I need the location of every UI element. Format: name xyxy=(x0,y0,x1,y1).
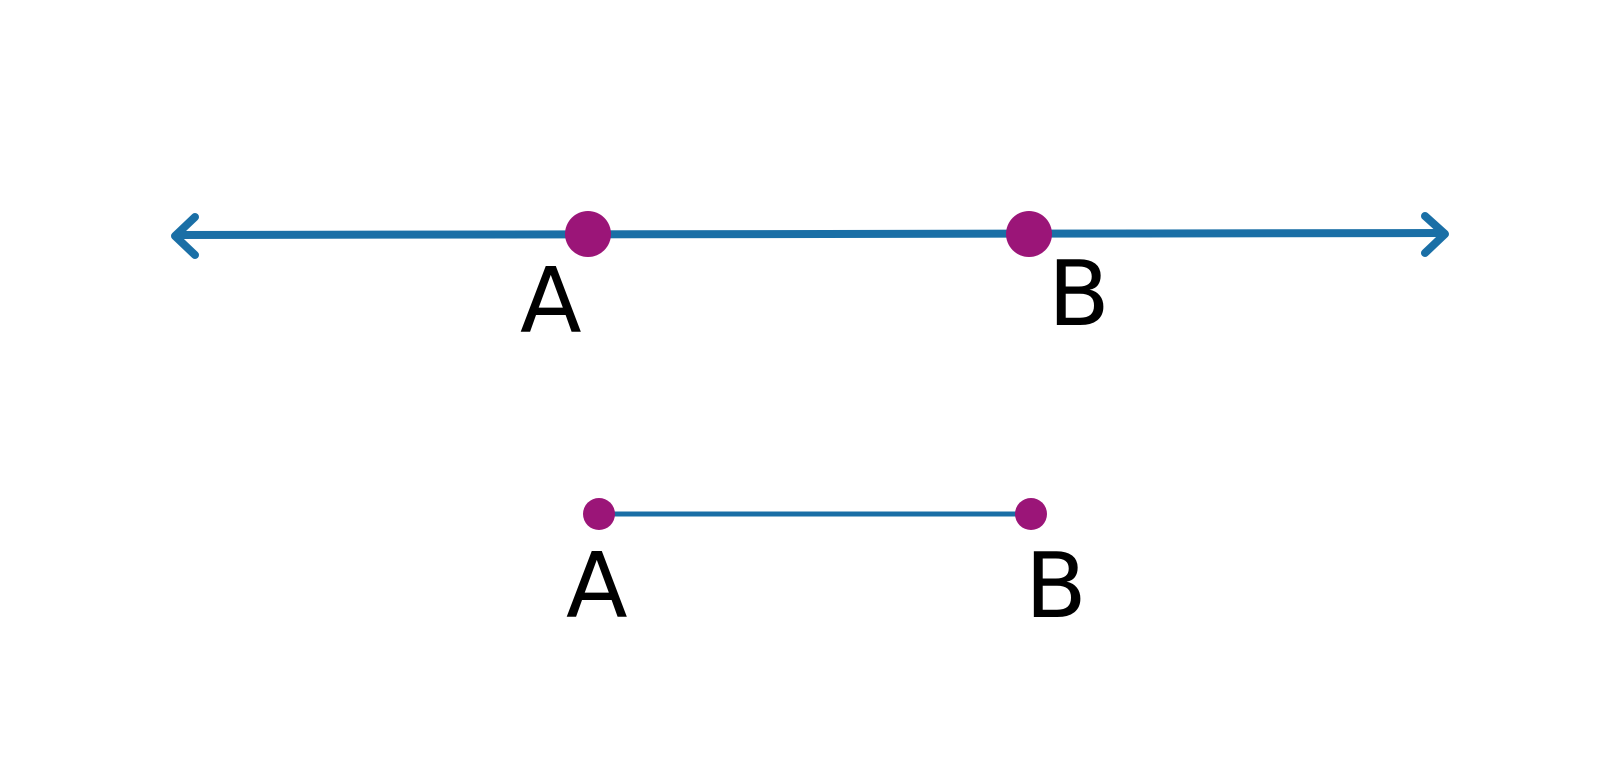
line-ab-left-arrowhead-icon xyxy=(171,213,199,259)
segment-point-a-label: A xyxy=(566,534,628,639)
segment-ab: A B xyxy=(566,498,1087,639)
line-ab-right-arrowhead-icon xyxy=(1421,212,1449,257)
line-point-b-label: B xyxy=(1048,242,1110,347)
line-ab-stroke xyxy=(174,229,1446,239)
segment-point-b-label: B xyxy=(1025,534,1087,639)
segment-point-b xyxy=(1015,498,1047,530)
segment-point-a xyxy=(583,498,615,530)
line-point-a xyxy=(565,211,611,257)
line-point-b xyxy=(1006,211,1052,257)
line-ab: A B xyxy=(171,211,1449,354)
line-point-a-label: A xyxy=(520,249,582,354)
